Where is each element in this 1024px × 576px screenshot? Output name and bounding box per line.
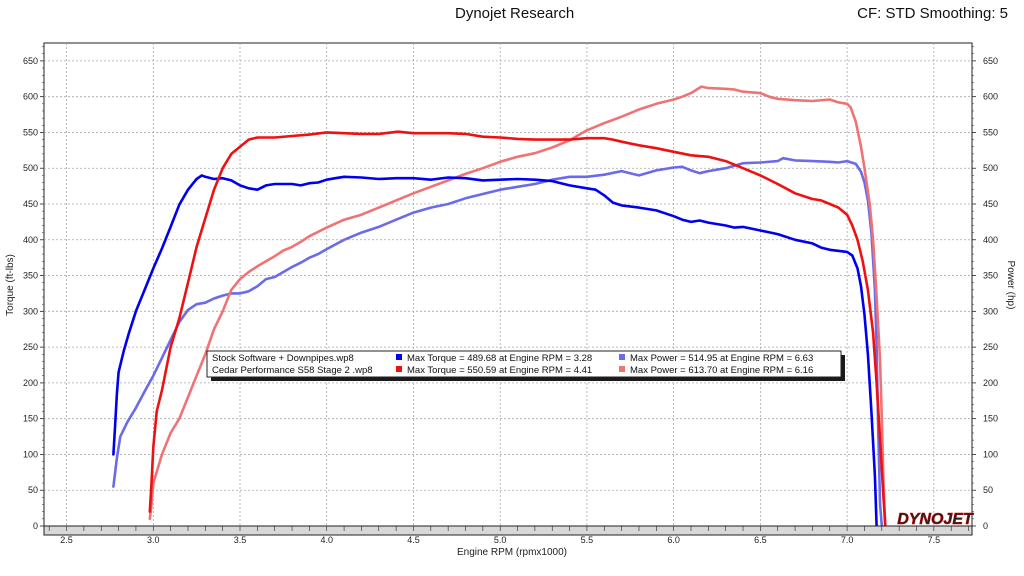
x-axis-title: Engine RPM (rpmx1000) bbox=[457, 547, 567, 558]
y-tick-label-left: 500 bbox=[23, 163, 38, 173]
y-tick-label-left: 450 bbox=[23, 199, 38, 209]
x-tick-label: 2.5 bbox=[60, 535, 73, 545]
y-tick-label-right: 500 bbox=[983, 163, 998, 173]
y-tick-label-right: 150 bbox=[983, 414, 998, 424]
y-tick-label-left: 400 bbox=[23, 235, 38, 245]
x-tick-label: 6.5 bbox=[754, 535, 767, 545]
y-axis-title-left: Torque (ft-lbs) bbox=[5, 254, 16, 316]
y-tick-label-right: 450 bbox=[983, 199, 998, 209]
legend-swatch-power-2 bbox=[619, 366, 625, 372]
x-tick-label: 3.5 bbox=[234, 535, 247, 545]
y-tick-label-left: 250 bbox=[23, 342, 38, 352]
x-tick-label: 6.0 bbox=[667, 535, 680, 545]
legend-file-1: Stock Software + Downpipes.wp8 bbox=[212, 353, 354, 364]
y-tick-label-left: 650 bbox=[23, 56, 38, 66]
y-tick-label-left: 50 bbox=[28, 485, 38, 495]
series-line-stage2-torque bbox=[148, 130, 887, 528]
y-tick-label-right: 600 bbox=[983, 92, 998, 102]
x-tick-label: 7.0 bbox=[841, 535, 854, 545]
y-tick-label-left: 100 bbox=[23, 449, 38, 459]
x-tick-label: 7.5 bbox=[928, 535, 941, 545]
x-tick-label: 5.0 bbox=[494, 535, 507, 545]
y-tick-label-right: 350 bbox=[983, 271, 998, 281]
plot-area bbox=[43, 42, 973, 527]
y-axis-title-right: Power (hp) bbox=[1005, 261, 1016, 310]
y-tick-label-left: 300 bbox=[23, 306, 38, 316]
y-tick-label-left: 550 bbox=[23, 127, 38, 137]
legend-file-2: Cedar Performance S58 Stage 2 .wp8 bbox=[212, 365, 373, 376]
y-tick-label-right: 400 bbox=[983, 235, 998, 245]
y-tick-label-left: 0 bbox=[33, 521, 38, 531]
y-tick-label-right: 0 bbox=[983, 521, 988, 531]
x-axis-ticks: 2.5 3.0 3.5 4.0 4.5 5.0 5.5 6.0 6.5 7.0 7.5 bbox=[48, 526, 969, 545]
legend-box: Stock Software + Downpipes.wp8 Cedar Per… bbox=[206, 350, 845, 381]
y-axis-ticks: 0 0 50 50 100 100 150 150 200 200 250 250 300 300 350 3… bbox=[23, 46, 998, 531]
x-tick-label: 3.0 bbox=[147, 535, 160, 545]
x-tick-label: 4.5 bbox=[407, 535, 420, 545]
legend-torque-1: Max Torque = 489.68 at Engine RPM = 3.28 bbox=[407, 353, 592, 364]
y-tick-label-right: 550 bbox=[983, 127, 998, 137]
legend-swatch-torque-1 bbox=[396, 354, 402, 360]
y-tick-label-right: 50 bbox=[983, 485, 993, 495]
grid-lines bbox=[44, 43, 972, 526]
series-line-stock-power bbox=[112, 156, 884, 528]
legend-power-2: Max Power = 613.70 at Engine RPM = 6.16 bbox=[630, 365, 813, 376]
y-tick-label-left: 200 bbox=[23, 378, 38, 388]
dynojet-logo: DYNOJET bbox=[897, 511, 974, 529]
y-tick-label-right: 650 bbox=[983, 56, 998, 66]
y-tick-label-right: 200 bbox=[983, 378, 998, 388]
dynojet-logo-text: DYNOJET bbox=[897, 511, 974, 528]
series-line-stage2-power bbox=[148, 85, 887, 528]
y-tick-label-left: 150 bbox=[23, 414, 38, 424]
series-line-stock-torque bbox=[112, 174, 878, 528]
y-tick-label-left: 350 bbox=[23, 271, 38, 281]
x-axis-bar bbox=[43, 525, 973, 536]
y-tick-label-left: 600 bbox=[23, 92, 38, 102]
chart-title: Dynojet Research bbox=[455, 5, 575, 22]
legend-swatch-power-1 bbox=[619, 354, 625, 360]
legend-power-1: Max Power = 514.95 at Engine RPM = 6.63 bbox=[630, 353, 813, 364]
y-tick-label-right: 100 bbox=[983, 449, 998, 459]
legend-torque-2: Max Torque = 550.59 at Engine RPM = 4.41 bbox=[407, 365, 592, 376]
legend-swatch-torque-2 bbox=[396, 366, 402, 372]
y-tick-label-right: 250 bbox=[983, 342, 998, 352]
x-tick-label: 4.0 bbox=[320, 535, 333, 545]
x-tick-label: 5.5 bbox=[581, 535, 594, 545]
series-layer bbox=[112, 85, 887, 528]
correction-factor-label: CF: STD Smoothing: 5 bbox=[857, 5, 1008, 22]
y-tick-label-right: 300 bbox=[983, 306, 998, 316]
